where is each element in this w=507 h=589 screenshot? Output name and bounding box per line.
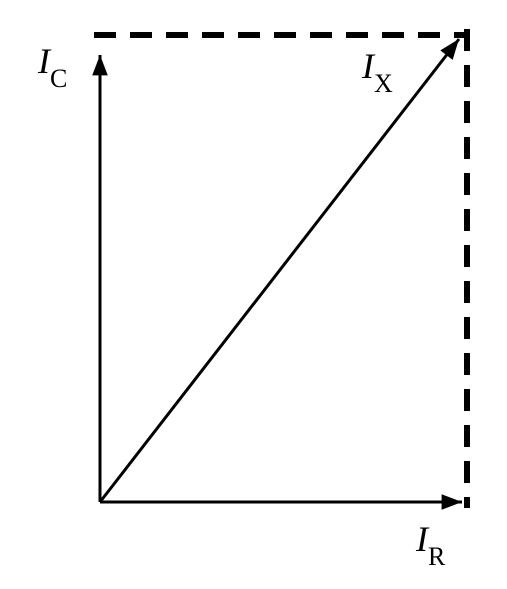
label-I-R-sub: R [428,542,445,571]
label-I-X-sub: X [374,69,393,98]
label-I-C: IC [38,40,67,88]
label-I-C-main: I [38,41,50,81]
vector-diagram-container: IC IX IR [0,0,507,589]
label-I-R: IR [416,518,445,566]
vector-diagram-svg [0,0,507,589]
label-I-X: IX [362,45,393,93]
label-I-X-main: I [362,46,374,86]
label-I-R-main: I [416,519,428,559]
label-I-C-sub: C [50,64,67,93]
